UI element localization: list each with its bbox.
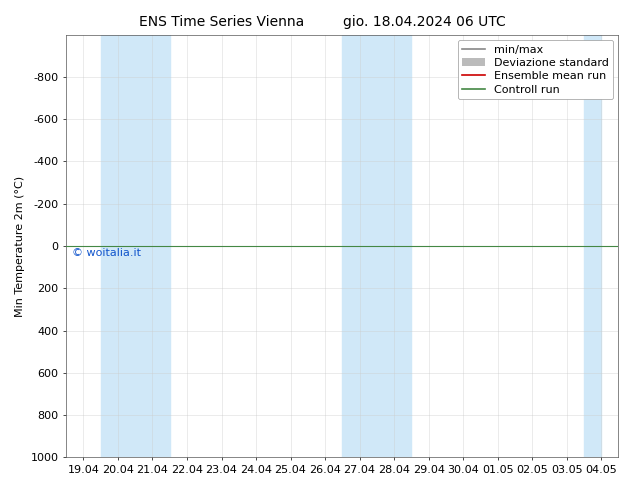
Text: gio. 18.04.2024 06 UTC: gio. 18.04.2024 06 UTC: [344, 15, 506, 29]
Text: ENS Time Series Vienna: ENS Time Series Vienna: [139, 15, 304, 29]
Bar: [584, 35, 601, 457]
Y-axis label: Min Temperature 2m (°C): Min Temperature 2m (°C): [15, 175, 25, 317]
Legend: min/max, Deviazione standard, Ensemble mean run, Controll run: min/max, Deviazione standard, Ensemble m…: [458, 40, 613, 99]
Bar: [342, 35, 411, 457]
Text: © woitalia.it: © woitalia.it: [72, 248, 141, 258]
Bar: [101, 35, 170, 457]
